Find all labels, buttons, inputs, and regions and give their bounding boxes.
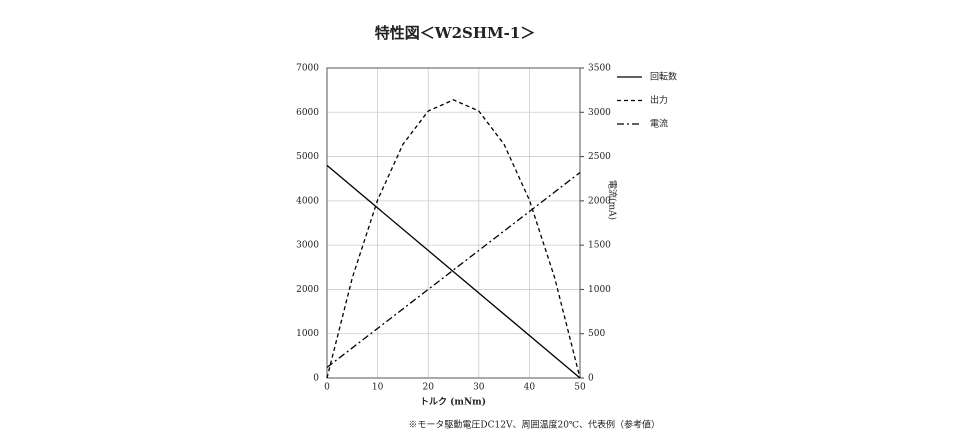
legend-label: 回転数 xyxy=(650,71,677,83)
y2-tick-label: 500 xyxy=(588,329,605,339)
y2-tick-label: 0 xyxy=(588,374,594,384)
y-tick-label: 4000 xyxy=(296,196,319,206)
y-tick-label: 7000 xyxy=(296,64,319,74)
footnote: ※モータ駆動電圧DC12V、周囲温度20℃、代表例（参考値） xyxy=(408,419,660,431)
y-tick-label: 1000 xyxy=(296,329,319,339)
y-tick-label: 2000 xyxy=(296,285,319,295)
y2-axis-label: 電流(mA) xyxy=(607,180,619,220)
x-tick-label: 50 xyxy=(574,383,586,393)
y2-tick-label: 2500 xyxy=(588,152,611,162)
x-tick-label: 0 xyxy=(324,383,330,393)
plot-frame xyxy=(326,67,581,379)
x-tick-label: 40 xyxy=(524,383,536,393)
x-tick-label: 30 xyxy=(473,383,485,393)
y-tick-label: 6000 xyxy=(296,108,319,118)
y2-tick-label: 1000 xyxy=(588,285,611,295)
y2-tick-label: 3500 xyxy=(588,64,611,74)
x-axis-label: トルク (mNm) xyxy=(420,397,486,408)
y-tick-label: 5000 xyxy=(296,152,319,162)
series-line xyxy=(326,164,581,379)
series-line xyxy=(326,99,581,379)
y2-tick-label: 2000 xyxy=(588,196,611,206)
legend-label: 電流 xyxy=(650,118,668,130)
y2-tick-label: 1500 xyxy=(588,241,611,251)
legend-label: 出力 xyxy=(650,94,668,106)
x-tick-label: 10 xyxy=(372,383,384,393)
y-tick-label: 0 xyxy=(313,374,319,384)
chart-title: 特性図＜W2SHM-1＞ xyxy=(375,24,536,42)
x-tick-label: 20 xyxy=(422,383,434,393)
series-line xyxy=(326,171,581,368)
y-tick-label: 3000 xyxy=(296,241,319,251)
y2-tick-label: 3000 xyxy=(588,108,611,118)
